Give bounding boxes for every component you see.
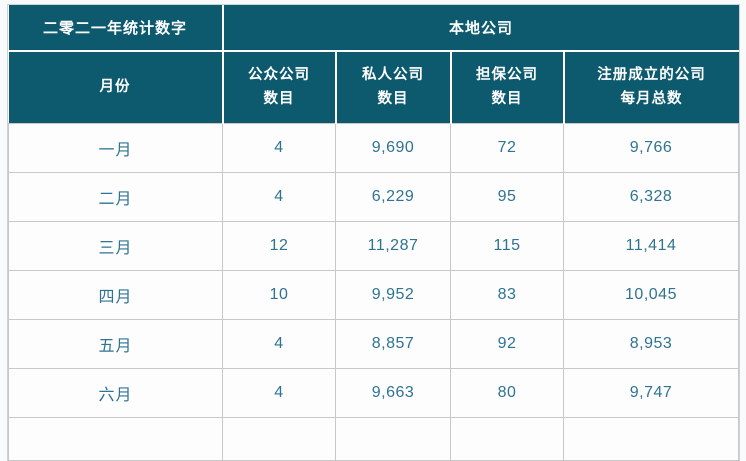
- value-cell: 9,690: [335, 123, 451, 173]
- value-cell: 9,663: [335, 368, 451, 418]
- value-cell: 12: [222, 221, 336, 271]
- value-cell: 11,287: [335, 221, 451, 271]
- value-cell: 10: [222, 270, 336, 320]
- col-header-line1: 私人公司: [362, 66, 424, 83]
- value-cell: 4: [222, 172, 336, 222]
- col-header-month: 月份: [8, 50, 224, 124]
- value-cell: 83: [450, 270, 564, 320]
- col-header-private-companies: 私人公司 数目: [334, 50, 452, 124]
- value-cell: 6,328: [562, 172, 740, 222]
- value-cell: [562, 417, 740, 461]
- value-cell: [335, 417, 451, 461]
- month-cell: 六月: [8, 368, 223, 418]
- value-cell: 11,414: [562, 221, 740, 271]
- table-row-partial: [8, 417, 740, 461]
- value-cell: 6,229: [335, 172, 451, 222]
- month-cell: 四月: [8, 270, 223, 320]
- value-cell: 95: [450, 172, 564, 222]
- table-row: 三月 12 11,287 115 11,414: [8, 221, 740, 271]
- value-cell: 4: [222, 319, 336, 369]
- value-cell: 92: [450, 319, 564, 369]
- col-header-line1: 担保公司: [476, 66, 538, 83]
- value-cell: 4: [222, 368, 336, 418]
- table-title-year: 二零二一年统计数字: [8, 5, 224, 52]
- col-header-line1: 公众公司: [248, 66, 310, 83]
- value-cell: 115: [450, 221, 564, 271]
- value-cell: 10,045: [562, 270, 740, 320]
- value-cell: 8,857: [335, 319, 451, 369]
- col-header-public-companies: 公众公司 数目: [221, 50, 337, 124]
- month-cell: 三月: [8, 221, 223, 271]
- value-cell: [450, 417, 564, 461]
- value-cell: [222, 417, 336, 461]
- header-row-title: 二零二一年统计数字 本地公司: [8, 5, 739, 52]
- table-body: 一月 4 9,690 72 9,766 二月 4 6,229 95 6,328 三月 12 11,287…: [8, 123, 740, 461]
- value-cell: 80: [450, 368, 564, 418]
- value-cell: 4: [222, 123, 336, 173]
- col-header-guarantee-companies: 担保公司 数目: [449, 50, 565, 124]
- table-row: 一月 4 9,690 72 9,766: [8, 123, 740, 173]
- table-title-local-companies: 本地公司: [221, 5, 739, 52]
- header-row-columns: 月份 公众公司 数目 私人公司 数目 担保公司 数目 注册成立的公司 每月总数: [8, 50, 739, 124]
- col-header-line2: 数目: [377, 90, 409, 107]
- value-cell: 9,952: [335, 270, 451, 320]
- value-cell: 9,766: [562, 123, 740, 173]
- month-cell: [8, 417, 223, 461]
- col-header-line2: 每月总数: [620, 90, 683, 107]
- value-cell: 72: [450, 123, 564, 173]
- col-header-line1: 注册成立的公司: [597, 66, 706, 83]
- page: 二零二一年统计数字 本地公司 月份 公众公司 数目 私人公司 数目 担保公司 数…: [6, 4, 741, 461]
- month-cell: 二月: [8, 172, 223, 222]
- month-cell: 五月: [8, 319, 223, 369]
- table-row: 五月 4 8,857 92 8,953: [8, 319, 740, 369]
- statistics-table: 二零二一年统计数字 本地公司 月份 公众公司 数目 私人公司 数目 担保公司 数…: [6, 4, 741, 461]
- month-cell: 一月: [8, 123, 223, 173]
- col-header-line2: 数目: [263, 90, 295, 107]
- col-header-month-label: 月份: [99, 78, 131, 95]
- table-row: 二月 4 6,229 95 6,328: [8, 172, 740, 222]
- col-header-line2: 数目: [491, 90, 523, 107]
- table-row: 六月 4 9,663 80 9,747: [8, 368, 740, 418]
- table-row: 四月 10 9,952 83 10,045: [8, 270, 740, 320]
- col-header-monthly-total: 注册成立的公司 每月总数: [562, 50, 739, 124]
- table-header: 二零二一年统计数字 本地公司 月份 公众公司 数目 私人公司 数目 担保公司 数…: [8, 5, 739, 124]
- value-cell: 9,747: [562, 368, 740, 418]
- value-cell: 8,953: [562, 319, 740, 369]
